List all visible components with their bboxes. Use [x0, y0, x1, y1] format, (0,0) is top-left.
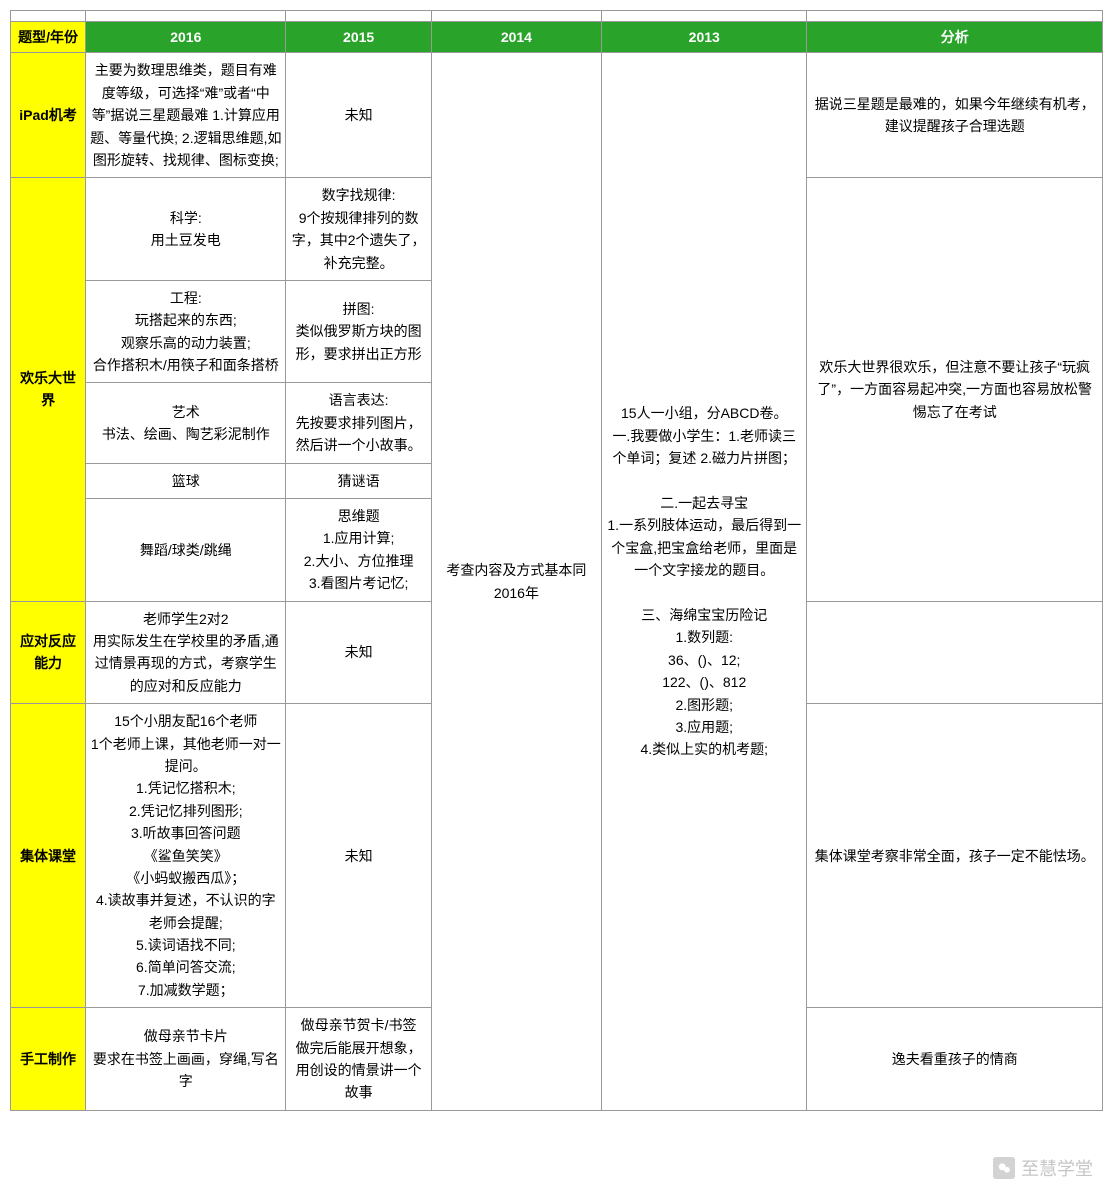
header-analysis: 分析	[807, 22, 1103, 53]
rowhead-react: 应对反应能力	[11, 601, 86, 704]
header-2016: 2016	[86, 22, 286, 53]
merged-2013: 15人一小组，分ABCD卷。 一.我要做小学生：1.老师读三个单词；复述 2.磁…	[602, 53, 807, 1110]
rowhead-ipad: iPad机考	[11, 53, 86, 178]
header-2015: 2015	[286, 22, 431, 53]
react-2015: 未知	[286, 601, 431, 704]
row-ipad: iPad机考 主要为数理思维类，题目有难度等级，可选择“难”或者“中等”据说三星…	[11, 53, 1103, 178]
world-r5-2016: 舞蹈/球类/跳绳	[86, 499, 286, 602]
ipad-2015: 未知	[286, 53, 431, 178]
world-r4-2015: 猜谜语	[286, 463, 431, 498]
spacer-row	[11, 11, 1103, 22]
world-r3-2015: 语言表达: 先按要求排列图片，然后讲一个小故事。	[286, 383, 431, 463]
react-2016: 老师学生2对2 用实际发生在学校里的矛盾,通过情景再现的方式，考察学生的应对和反…	[86, 601, 286, 704]
rowhead-craft: 手工制作	[11, 1008, 86, 1111]
craft-2016: 做母亲节卡片 要求在书签上画画，穿绳,写名字	[86, 1008, 286, 1111]
exam-comparison-table: 题型/年份 2016 2015 2014 2013 分析 iPad机考 主要为数…	[10, 10, 1103, 1111]
craft-analysis: 逸夫看重孩子的情商	[807, 1008, 1103, 1111]
ipad-2016: 主要为数理思维类，题目有难度等级，可选择“难”或者“中等”据说三星题最难 1.计…	[86, 53, 286, 178]
class-2016: 15个小朋友配16个老师 1个老师上课，其他老师一对一提问。 1.凭记忆搭积木;…	[86, 704, 286, 1008]
merged-2014: 考查内容及方式基本同2016年	[431, 53, 601, 1110]
world-r2-2016: 工程: 玩搭起来的东西; 观察乐高的动力装置; 合作搭积木/用筷子和面条搭桥	[86, 280, 286, 383]
wechat-icon	[993, 1157, 1015, 1179]
header-2014: 2014	[431, 22, 601, 53]
react-analysis	[807, 601, 1103, 704]
header-type-year: 题型/年份	[11, 22, 86, 53]
class-2015: 未知	[286, 704, 431, 1008]
header-2013: 2013	[602, 22, 807, 53]
craft-2015: 做母亲节贺卡/书签 做完后能展开想象，用创设的情景讲一个故事	[286, 1008, 431, 1111]
world-r3-2016: 艺术 书法、绘画、陶艺彩泥制作	[86, 383, 286, 463]
rowhead-class: 集体课堂	[11, 704, 86, 1008]
watermark-text: 至慧学堂	[1021, 1155, 1093, 1181]
ipad-analysis: 据说三星题是最难的，如果今年继续有机考，建议提醒孩子合理选题	[807, 53, 1103, 178]
world-analysis: 欢乐大世界很欢乐，但注意不要让孩子“玩疯了”，一方面容易起冲突,一方面也容易放松…	[807, 178, 1103, 601]
world-r2-2015: 拼图: 类似俄罗斯方块的图形，要求拼出正方形	[286, 280, 431, 383]
world-r1-2016: 科学: 用土豆发电	[86, 178, 286, 281]
rowhead-world: 欢乐大世界	[11, 178, 86, 601]
world-r4-2016: 篮球	[86, 463, 286, 498]
world-r5-2015: 思维题 1.应用计算; 2.大小、方位推理 3.看图片考记忆;	[286, 499, 431, 602]
world-r1-2015: 数字找规律: 9个按规律排列的数字，其中2个遗失了，补充完整。	[286, 178, 431, 281]
header-row: 题型/年份 2016 2015 2014 2013 分析	[11, 22, 1103, 53]
watermark: 至慧学堂	[993, 1155, 1093, 1181]
class-analysis: 集体课堂考察非常全面，孩子一定不能怯场。	[807, 704, 1103, 1008]
